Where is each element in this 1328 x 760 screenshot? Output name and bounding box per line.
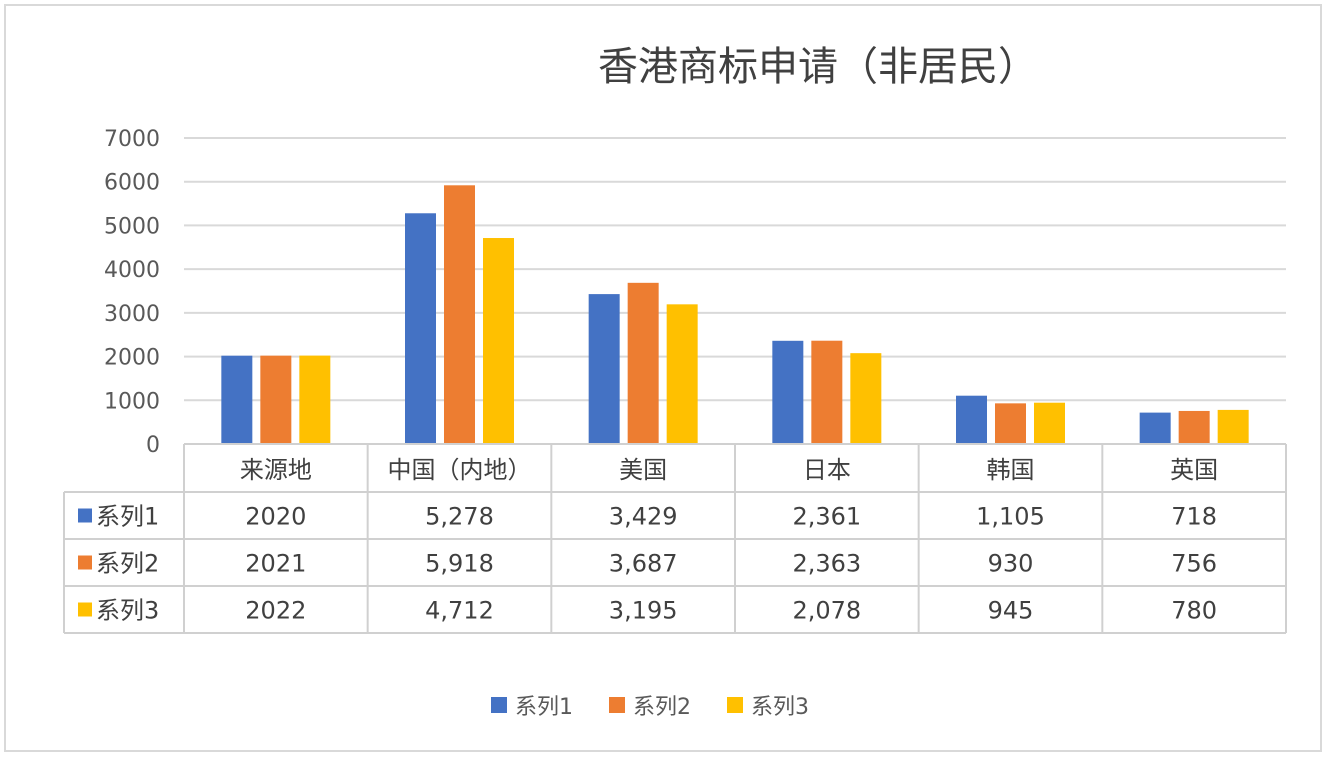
bar [666,304,698,444]
category-label: 来源地 [240,456,312,484]
bar [405,213,436,444]
bar [772,340,804,444]
bar [956,395,987,444]
data-label: 1,105 [976,503,1045,531]
data-label: 2,078 [792,597,861,625]
series-name: 系列3 [96,597,159,625]
legend-label: 系列2 [633,695,691,720]
bar [1217,409,1249,444]
bar [850,353,882,444]
data-label: 930 [988,550,1034,578]
y-tick-label: 3000 [104,302,160,327]
data-label: 4,712 [425,597,494,625]
bar [483,238,514,444]
y-tick-label: 0 [146,433,160,458]
bar [995,403,1026,444]
category-label: 中国（内地） [388,456,532,484]
y-tick-label: 1000 [104,389,160,414]
series-swatch [78,555,92,570]
data-label: 3,195 [609,597,678,625]
legend: 系列1 系列2 系列3 [491,695,809,720]
bars [221,185,1249,444]
bar [221,355,253,444]
series-name: 系列2 [96,550,159,578]
category-label: 英国 [1170,456,1218,484]
data-label: 3,429 [609,503,678,531]
category-label: 美国 [619,456,667,484]
y-tick-label: 5000 [104,214,160,239]
bar [1034,402,1065,444]
category-label: 日本 [803,456,851,484]
legend-label: 系列1 [515,695,573,720]
bar [444,185,475,444]
chart-title: 香港商标申请（非居民） [598,44,1038,90]
y-tick-label: 7000 [104,127,160,152]
bar [260,355,292,444]
data-label: 3,687 [609,550,678,578]
y-tick-label: 4000 [104,258,160,283]
bar [811,340,843,444]
bar [588,294,620,444]
series-swatch [78,508,92,523]
legend-swatch [609,697,625,713]
category-label: 韩国 [987,456,1035,484]
legend-swatch [491,697,507,713]
y-axis: 0 1000 2000 3000 4000 5000 6000 7000 [104,127,160,458]
bar [1139,412,1171,444]
data-label: 756 [1171,550,1217,578]
y-tick-label: 2000 [104,346,160,371]
data-label: 2,361 [792,503,861,531]
y-tick-label: 6000 [104,171,160,196]
data-label: 2,363 [792,550,861,578]
bar [299,355,331,444]
data-label: 780 [1171,597,1217,625]
data-label: 5,278 [425,503,494,531]
data-label: 2020 [245,503,306,531]
bar [1178,410,1210,444]
data-label: 5,918 [425,550,494,578]
data-label: 718 [1171,503,1217,531]
legend-label: 系列3 [751,695,809,720]
legend-swatch [727,697,743,713]
series-name: 系列1 [96,503,159,531]
gridlines [184,137,1286,445]
data-label: 945 [988,597,1034,625]
data-label: 2022 [245,597,306,625]
data-label: 2021 [245,550,306,578]
series-swatch [78,602,92,617]
bar [627,282,659,444]
